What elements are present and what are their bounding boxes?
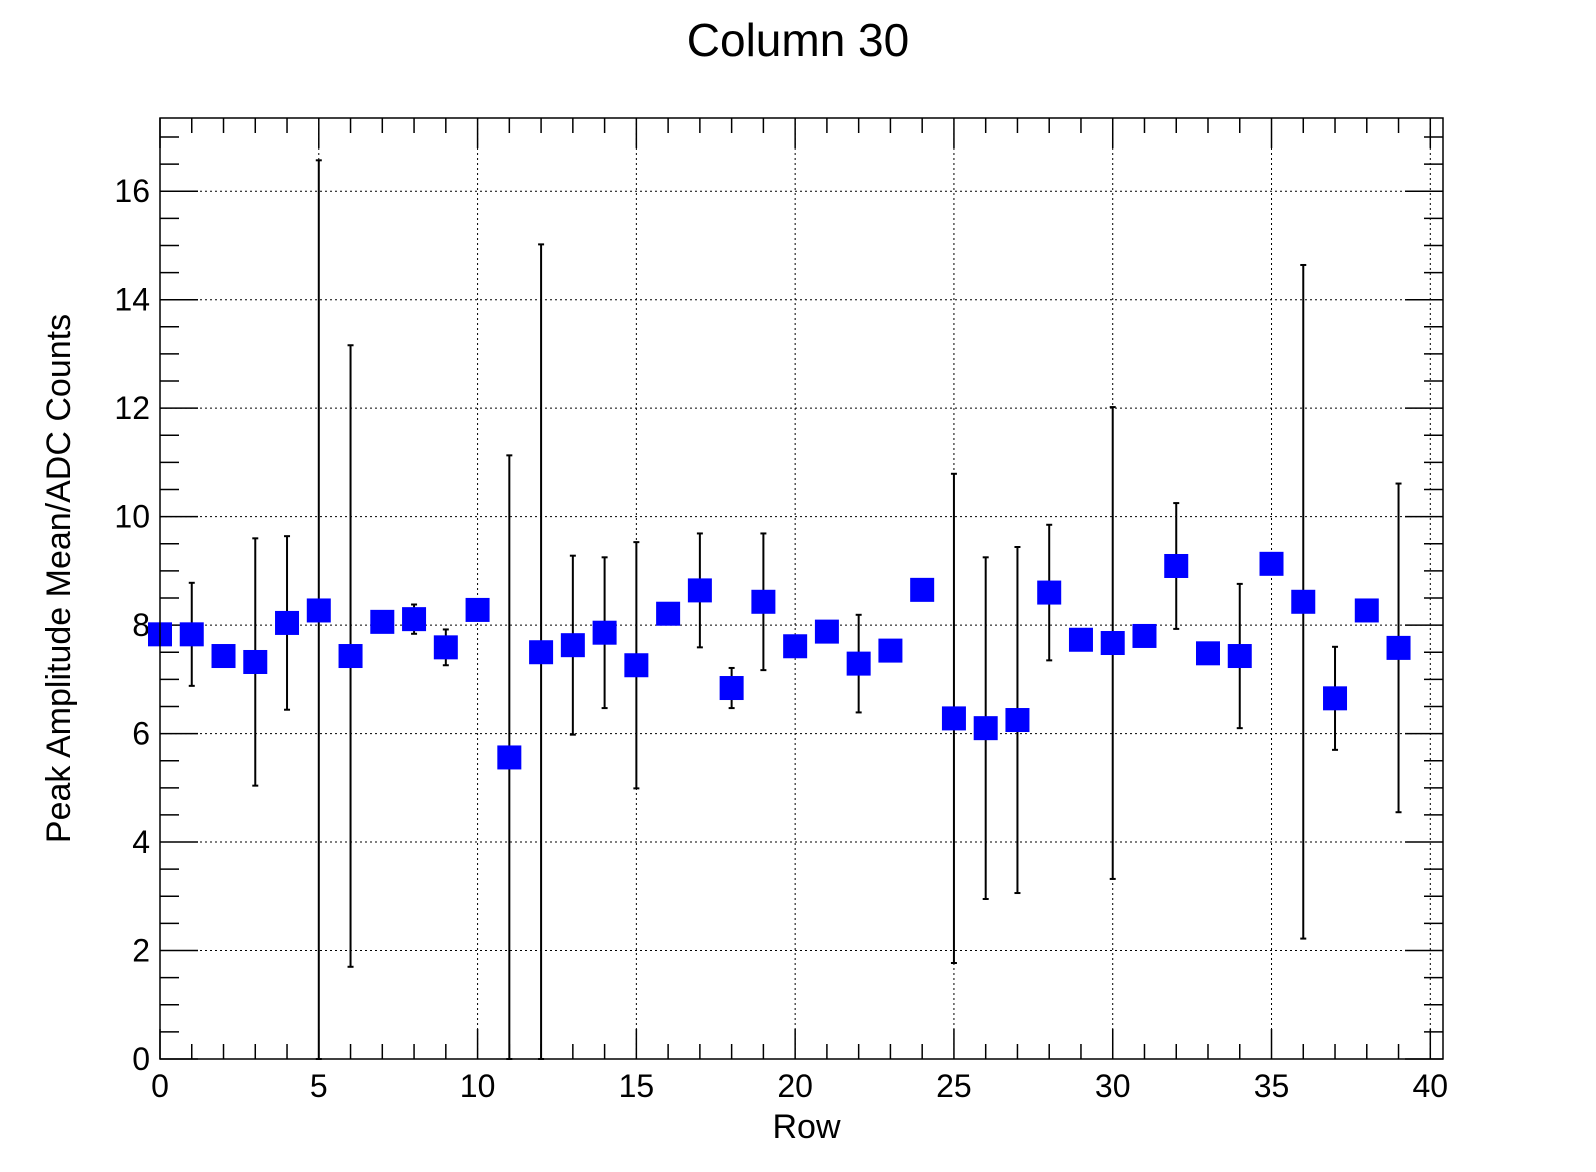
data-point (910, 577, 935, 602)
y-tick-label: 12 (114, 390, 150, 426)
plot-frame (159, 117, 1444, 1060)
y-axis-ticks: 0 2 4 6 8 10 12 14 16 (114, 173, 1443, 1077)
data-point (1227, 644, 1252, 669)
data-point (402, 607, 427, 632)
x-tick-label: 15 (619, 1068, 655, 1104)
data-point (529, 640, 554, 665)
x-tick-label: 20 (777, 1068, 813, 1104)
data-point (1323, 686, 1348, 711)
data-point (370, 609, 395, 634)
data-markers (148, 551, 1411, 770)
data-point (941, 706, 966, 731)
data-point (1386, 635, 1411, 660)
y-tick-label: 14 (114, 282, 150, 318)
y-tick-label: 10 (114, 499, 150, 535)
y-axis-label: Peak Amplitude Mean/ADC Counts (40, 314, 78, 843)
x-tick-label: 25 (936, 1068, 972, 1104)
data-point (719, 676, 744, 701)
chart-title: Column 30 (687, 14, 909, 66)
minor-ticks (160, 118, 1443, 1059)
x-axis-label: Row (772, 1108, 840, 1146)
data-point (306, 598, 331, 623)
data-point (814, 619, 839, 644)
data-point (433, 635, 458, 660)
x-tick-label: 10 (460, 1068, 496, 1104)
data-point (1195, 641, 1220, 666)
data-point (179, 622, 204, 647)
data-point (243, 649, 268, 674)
data-point (1164, 553, 1189, 578)
y-tick-label: 2 (132, 933, 150, 969)
data-point (751, 589, 776, 614)
data-point (1354, 598, 1379, 623)
data-point (1100, 631, 1125, 656)
data-point (1259, 551, 1284, 576)
data-point (973, 716, 998, 741)
data-point (656, 601, 681, 626)
grid-layer (160, 118, 1443, 1059)
data-point (878, 638, 903, 663)
data-point (275, 610, 300, 635)
x-tick-label: 0 (151, 1068, 169, 1104)
x-axis-ticks: 0 5 10 15 20 25 30 35 40 (151, 118, 1448, 1104)
data-point (846, 651, 871, 676)
data-point (783, 634, 808, 659)
data-point (1005, 708, 1030, 733)
data-point (687, 578, 712, 603)
data-point (338, 644, 363, 669)
data-point (560, 633, 585, 658)
data-point (497, 745, 522, 770)
x-tick-label: 30 (1095, 1068, 1131, 1104)
data-point (465, 597, 490, 622)
data-point (624, 653, 649, 678)
y-tick-label: 16 (114, 173, 150, 209)
data-point (592, 620, 617, 645)
data-point (1037, 580, 1062, 605)
y-tick-label: 4 (132, 824, 150, 860)
x-tick-label: 40 (1413, 1068, 1449, 1104)
data-point (211, 644, 236, 669)
data-point (1068, 627, 1093, 652)
y-tick-label: 0 (132, 1041, 150, 1077)
y-tick-label: 8 (132, 607, 150, 643)
x-tick-label: 35 (1254, 1068, 1290, 1104)
data-point (1291, 589, 1316, 614)
x-tick-label: 5 (310, 1068, 328, 1104)
y-tick-label: 6 (132, 716, 150, 752)
data-point (1132, 623, 1157, 648)
